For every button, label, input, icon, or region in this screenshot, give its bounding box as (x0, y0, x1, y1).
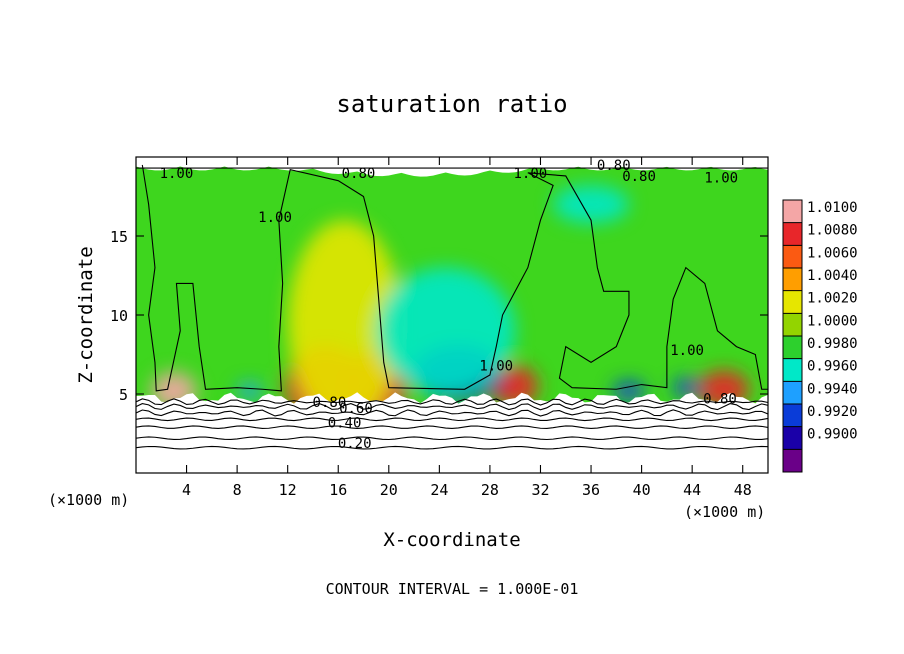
x-axis-label: X-coordinate (383, 529, 520, 551)
contour-label-7: 1.00 (479, 359, 513, 375)
y-axis-label: Z-coordinate (75, 246, 97, 383)
colorbar-swatch-1 (783, 222, 802, 246)
anomaly-10 (237, 382, 263, 399)
x-axis: 4 8 12 16 20 24 28 32 36 40 44 48 (182, 157, 752, 499)
colorbar-swatch-3 (783, 268, 802, 291)
y-tick-label-1: 10 (110, 307, 128, 325)
colorbar-label-9: 0.9920 (807, 404, 858, 420)
colorbar-swatch-7 (783, 358, 802, 382)
colorbar-swatch-2 (783, 245, 802, 268)
chart-title: saturation ratio (336, 90, 567, 118)
colorbar-label-6: 0.9980 (807, 336, 858, 352)
colorbar-label-10: 0.9900 (807, 427, 858, 443)
colorbar-swatch-9 (783, 404, 802, 427)
colorbar-label-3: 1.0040 (807, 268, 858, 284)
colorbar-swatch-6 (783, 336, 802, 359)
contour-label-8: 1.00 (670, 343, 704, 359)
x-unit-note-right: (×1000 m) (684, 503, 765, 521)
contour-line-low-6 (136, 398, 768, 406)
x-tick-label-7: 32 (531, 481, 549, 499)
colorbar-label-7: 0.9960 (807, 359, 858, 375)
contour-lines (136, 164, 768, 450)
contour-line-low-1 (136, 436, 768, 441)
x-tick-label-2: 12 (279, 481, 297, 499)
x-tick-label-9: 40 (633, 481, 651, 499)
colorbar-label-4: 1.0020 (807, 291, 858, 307)
colorbar-label-8: 0.9940 (807, 381, 858, 397)
x-tick-label-3: 16 (329, 481, 347, 499)
colorbar-swatch-0 (783, 200, 802, 223)
contour-label-0: 1.00 (160, 166, 194, 182)
anomaly-7 (376, 267, 516, 394)
contour-line-low-5 (136, 402, 768, 411)
contour-label-1: 0.80 (342, 166, 376, 182)
contour-line-low-3 (136, 417, 768, 422)
contour-label-6: 1.00 (258, 210, 292, 226)
contour-label-layer: 1.00 0.80 1.00 0.800.80 1.001.001.001.000.80… (160, 158, 739, 452)
anomaly-3 (287, 220, 402, 426)
colorbar-label-2: 1.0060 (807, 245, 858, 261)
contour-label-2: 1.00 (514, 166, 548, 182)
anomaly-9 (673, 378, 699, 398)
x-tick-label-4: 20 (380, 481, 398, 499)
x-tick-label-10: 44 (683, 481, 701, 499)
contour-interval-note: CONTOUR INTERVAL = 1.000E-01 (326, 580, 579, 598)
colorbar-label-1: 1.0080 (807, 223, 858, 239)
contour-label-3: 0.80 (597, 158, 631, 174)
colorbar-label-5: 1.0000 (807, 313, 858, 329)
y-tick-label-2: 15 (110, 228, 128, 246)
x-unit-note-left: (×1000 m) (48, 491, 129, 509)
contour-label-5: 1.00 (704, 171, 738, 187)
anomaly-11 (553, 185, 629, 224)
plot-area: 1.00 0.80 1.00 0.800.80 1.001.001.001.000.80… (136, 157, 768, 473)
contour-line-low-0 (136, 445, 768, 450)
contour-label-4: 0.80 (622, 169, 656, 185)
x-tick-label-1: 8 (233, 481, 242, 499)
colorbar-swatch-4 (783, 290, 802, 314)
colorbar-swatch-10 (783, 426, 802, 450)
contour-label-13: 0.80 (703, 392, 737, 408)
anomaly-8 (612, 381, 646, 401)
x-tick-label-11: 48 (734, 481, 752, 499)
colorbar-swatch-8 (783, 381, 802, 404)
x-tick-label-0: 4 (182, 481, 191, 499)
x-tick-label-6: 28 (481, 481, 499, 499)
y-axis: 5 10 15 (110, 228, 768, 404)
upper-dry-band (136, 157, 768, 177)
y-tick-label-0: 5 (119, 386, 128, 404)
x-tick-label-5: 24 (430, 481, 448, 499)
contour-label-9: 0.80 (313, 395, 347, 411)
contour-label-10: 0.60 (339, 401, 373, 417)
contour-label-11: 0.40 (328, 415, 362, 431)
contour-line-low-2 (136, 425, 768, 429)
colorbar-swatch-5 (783, 313, 802, 336)
contour-label-12: 0.20 (338, 436, 372, 452)
colorbar-swatch-11 (783, 449, 802, 472)
colorbar-label-0: 1.0100 (807, 200, 858, 216)
x-tick-label-8: 36 (582, 481, 600, 499)
colorbar: 1.0100 1.0080 1.0060 1.0040 1.0020 1.0000 0.99… (782, 199, 858, 473)
contour-line-saturation (141, 164, 768, 392)
contour-line-low-4 (136, 409, 768, 417)
